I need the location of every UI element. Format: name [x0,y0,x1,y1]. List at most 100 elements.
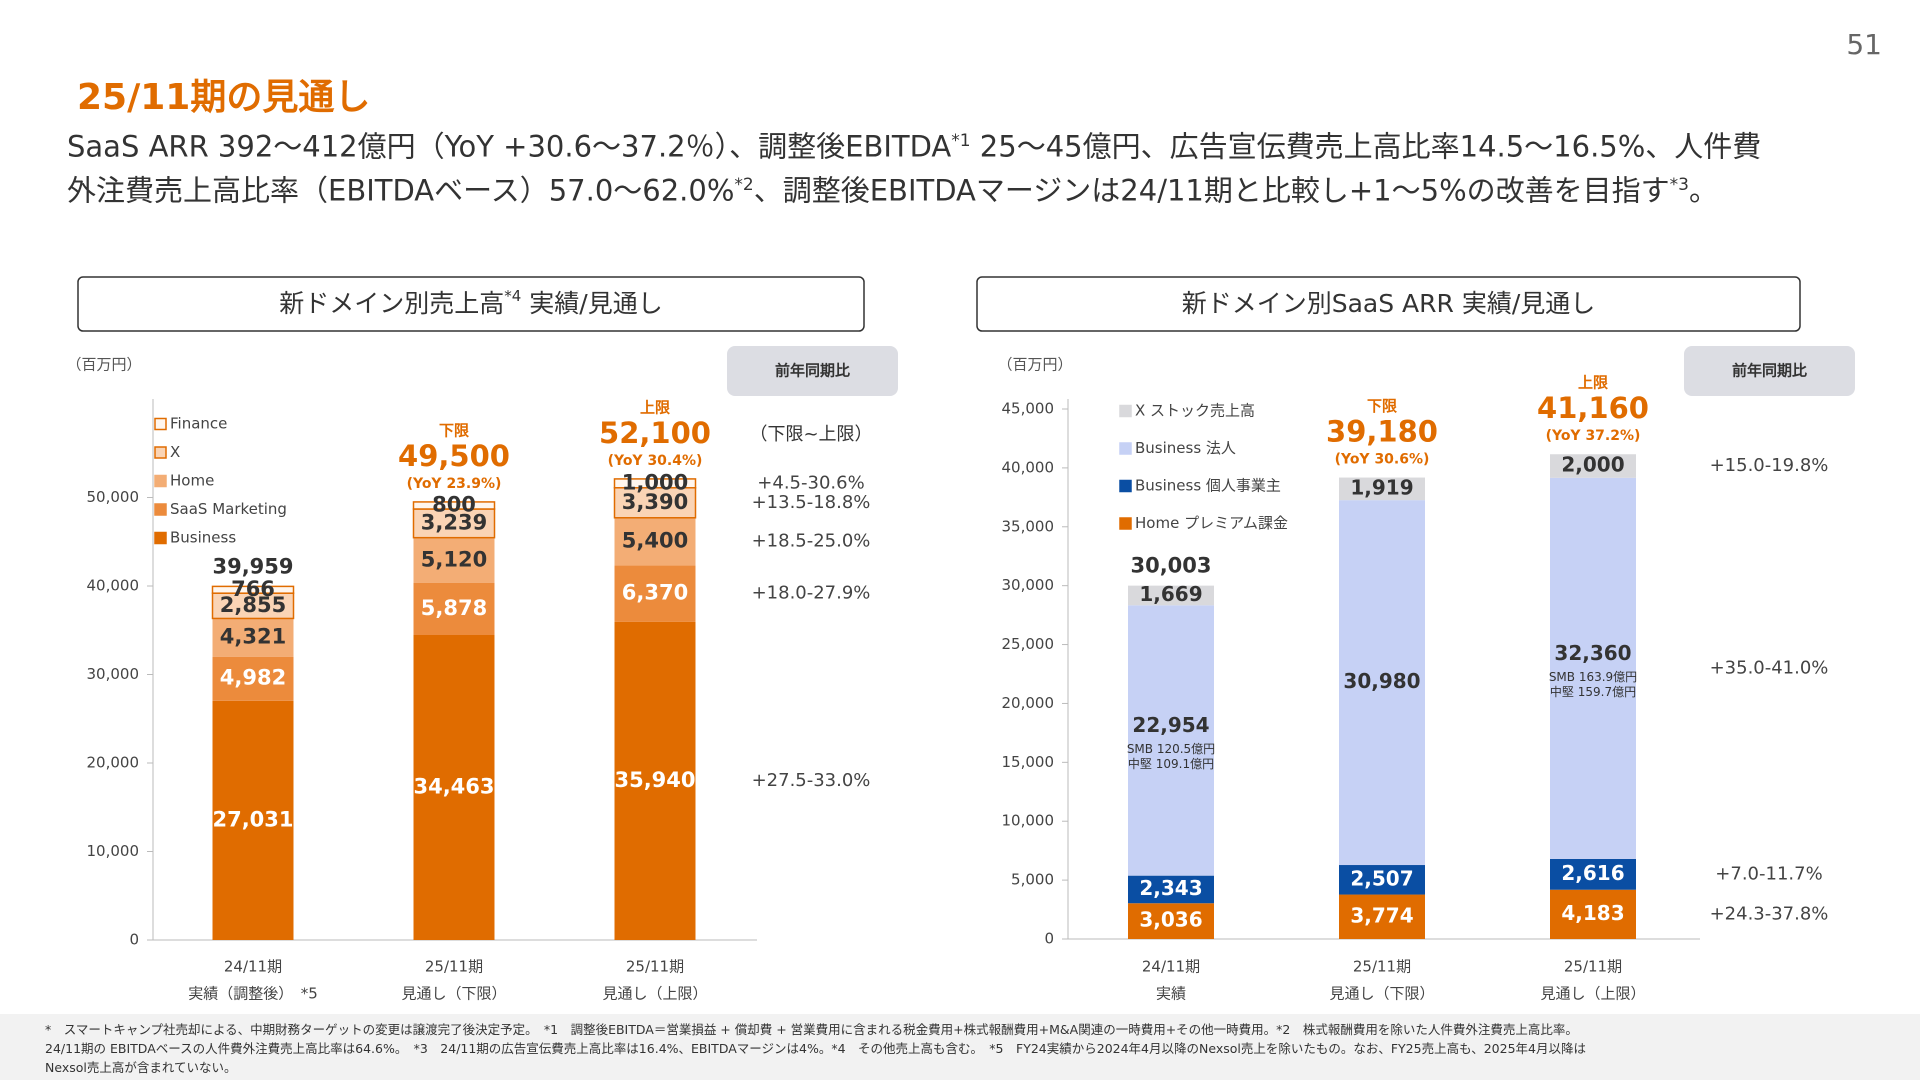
y-tick-label: 40,000 [87,577,140,595]
bar-segment [1550,477,1636,859]
legend-swatch [1119,517,1132,530]
x-tick-label: 25/11期 [1564,958,1622,976]
y-tick-label: 30,000 [1002,576,1055,594]
x-tick-label: 見通し（上限） [1540,985,1645,1003]
yoy-header-box [727,346,898,396]
summary-part: 。 [1688,173,1718,208]
legend-swatch [154,446,167,459]
value-label: 800 [432,492,476,516]
footnote: * スマートキャンプ社売却による、中期財務ターゲットの変更は譲渡完了後決定予定。… [45,1022,1578,1037]
value-label: 35,940 [614,768,695,792]
bar-segment [413,582,495,636]
legend-swatch [154,417,167,431]
total-yoy: (YoY 30.4%) [608,453,703,469]
yoy-range: +18.5-25.0% [752,531,871,552]
yoy-range: +18.0-27.9% [752,583,871,604]
y-tick-label: 20,000 [1002,694,1055,712]
y-tick-label: 10,000 [87,842,140,860]
x-tick-label: 24/11期 [1142,958,1200,976]
yoy-range: +24.3-37.8% [1710,903,1829,924]
legend-label: Business [170,529,236,547]
x-tick-label: 見通し（上限） [602,985,707,1003]
segment-note: 中堅 159.7億円 [1550,684,1636,699]
x-tick-label: 見通し（下限） [401,985,506,1003]
y-tick-label: 5,000 [1011,871,1054,889]
yoy-range: +27.5-33.0% [752,770,871,791]
summary-part: SaaS ARR 392～412億円（YoY +30.6～37.2％）、調整後E… [67,129,952,164]
value-label: 3,774 [1350,903,1413,927]
y-tick-label: 50,000 [87,488,140,506]
summary: SaaS ARR 392～412億円（YoY +30.6～37.2％）、調整後E… [67,122,1761,209]
value-label: 766 [231,577,275,601]
legend-swatch [1119,442,1132,455]
legend-label: X [170,443,180,461]
summary-line: 外注費売上高比率（EBITDAベース）57.0～62.0%*2、調整後EBITD… [67,166,1761,210]
bar-segment [614,517,696,566]
y-tick-label: 30,000 [87,665,140,683]
value-label: 2,000 [1561,453,1624,477]
value-label: 2,855 [220,593,286,617]
chart-header: 新ドメイン別売上高*4 実績/見通し [279,287,662,319]
segment-note: SMB 163.9億円 [1549,670,1637,684]
chart-header-box [976,276,1801,332]
y-tick-label: 40,000 [1002,458,1055,476]
total-note: 上限 [1578,374,1608,392]
page-number: 51 [1846,28,1882,61]
y-tick-label: 25,000 [1002,635,1055,653]
bar-segment [212,656,294,701]
total-yoy: (YoY 30.6%) [1335,452,1430,468]
slide-title: 25/11期の見通し [77,77,371,118]
yoy-header: 前年同期比 [1732,362,1807,380]
x-tick-label: 24/11期 [224,958,282,976]
total-label: 39,959 [212,554,293,578]
bar-segment [613,478,697,489]
value-label: 3,390 [622,490,688,514]
total-label: 52,100 [599,416,711,450]
value-label: 1,919 [1350,475,1413,499]
x-tick-label: 25/11期 [425,958,483,976]
yoy-range: +13.5-18.8% [752,492,871,513]
x-tick-label: 25/11期 [1353,958,1411,976]
bar-segment [413,635,495,940]
legend-label: Finance [170,415,227,433]
unit-label: （百万円） [997,356,1072,374]
legend-label: Business 法人 [1135,439,1236,457]
value-label: 5,878 [421,596,487,620]
y-tick-label: 45,000 [1002,400,1055,418]
value-label: 1,000 [622,470,688,494]
value-label: 3,239 [421,510,487,534]
summary-part: 、調整後EBITDAマージンは24/11期と比較し+1～5%の改善を目指す [753,173,1670,208]
legend-swatch [1119,479,1132,493]
value-label: 22,954 [1132,713,1209,737]
y-tick-label: 0 [129,931,139,949]
y-tick-label: 0 [1044,930,1054,948]
yoy-range: +4.5-30.6% [757,472,864,493]
legend-label: SaaS Marketing [170,500,287,518]
bar-segment [1339,500,1425,866]
legend-swatch [154,503,167,516]
bar-segment [1128,903,1214,939]
total-note: 下限 [1367,397,1397,415]
value-label: 2,343 [1139,876,1202,900]
yoy-header: 前年同期比 [775,362,850,380]
bar-segment [1339,865,1425,895]
summary-line: SaaS ARR 392～412億円（YoY +30.6～37.2％）、調整後E… [67,122,1761,166]
bar-segment [1550,858,1636,890]
y-tick-label: 20,000 [87,754,140,772]
x-tick-label: 実績（調整後） *5 [188,985,318,1003]
yoy-range: +15.0-19.8% [1710,455,1829,476]
bar-segment [1550,889,1636,939]
segment-note: SMB 120.5億円 [1127,742,1215,756]
chart-header-box [77,276,865,332]
summary-part: *2 [734,174,754,195]
value-label: 34,463 [413,775,494,799]
legend-label: X ストック売上高 [1135,402,1255,420]
value-label: 4,321 [220,625,286,649]
yoy-range: +35.0-41.0% [1710,657,1829,678]
bar-segment [212,700,294,940]
x-tick-label: 見通し（下限） [1329,985,1434,1003]
total-note: 上限 [640,398,670,416]
bar-segment [412,508,496,539]
summary-part: 外注費売上高比率（EBITDAベース）57.0～62.0% [67,173,735,208]
chart-header-part: 新ドメイン別SaaS ARR 実績/見通し [1182,289,1596,318]
